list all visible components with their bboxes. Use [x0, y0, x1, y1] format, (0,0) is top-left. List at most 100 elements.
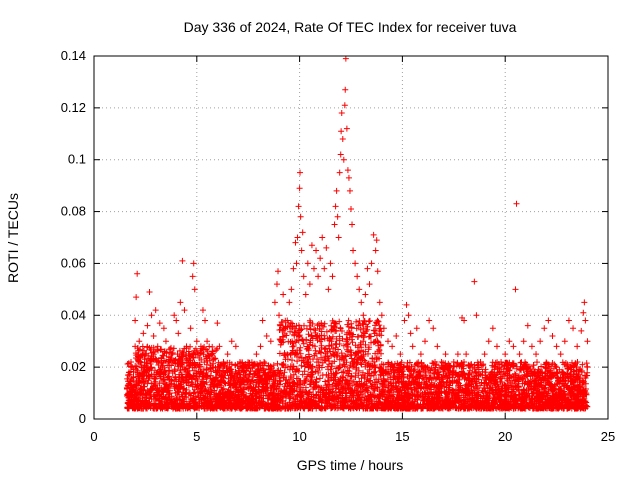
data-point	[179, 257, 186, 264]
data-point	[142, 351, 149, 358]
data-point	[533, 351, 540, 358]
data-point	[461, 317, 468, 324]
data-point	[187, 325, 194, 332]
data-point	[304, 260, 311, 267]
data-point	[524, 322, 531, 329]
data-point	[467, 364, 474, 371]
data-point	[271, 299, 278, 306]
data-point	[380, 325, 387, 332]
data-point	[370, 231, 377, 238]
data-point	[171, 312, 178, 319]
data-point	[275, 268, 282, 275]
plot-frame	[93, 55, 609, 420]
data-point	[485, 338, 492, 345]
data-point	[267, 338, 274, 345]
data-point	[125, 369, 132, 376]
data-point	[310, 265, 317, 272]
data-point	[565, 317, 572, 324]
data-point	[582, 317, 589, 324]
data-point	[323, 244, 330, 251]
data-point	[442, 351, 449, 358]
data-point	[349, 221, 356, 228]
data-point	[298, 247, 305, 254]
data-point	[580, 309, 587, 316]
data-point	[284, 317, 291, 324]
data-point	[346, 187, 353, 194]
data-point	[290, 265, 297, 272]
data-point	[344, 167, 351, 174]
data-point	[154, 343, 161, 350]
data-point	[403, 301, 410, 308]
data-point	[498, 358, 505, 365]
data-point	[146, 288, 153, 295]
data-point	[332, 203, 339, 210]
data-point	[263, 333, 270, 340]
data-point	[584, 364, 591, 371]
data-point	[352, 260, 359, 267]
data-point	[360, 312, 367, 319]
data-point	[313, 247, 320, 254]
data-point	[216, 343, 223, 350]
data-point	[405, 312, 412, 319]
data-point	[295, 203, 302, 210]
data-point	[354, 273, 361, 280]
data-point	[280, 291, 287, 298]
y-tick-label: 0.08	[61, 204, 86, 219]
data-point	[528, 343, 535, 350]
data-point	[481, 351, 488, 358]
data-point	[224, 351, 231, 358]
data-point	[537, 338, 544, 345]
dense-marker-cloud	[124, 317, 591, 412]
data-point	[417, 351, 424, 358]
data-point	[341, 102, 348, 109]
data-point	[189, 273, 196, 280]
data-point	[358, 299, 365, 306]
data-point	[331, 221, 338, 228]
y-tick-label: 0.04	[61, 307, 86, 322]
data-point	[348, 205, 354, 212]
y-tick-label: 0.12	[61, 100, 86, 115]
data-point	[372, 247, 379, 254]
data-point	[345, 174, 352, 181]
data-point	[446, 364, 453, 371]
data-point	[175, 330, 182, 337]
data-point	[333, 187, 340, 194]
data-point	[553, 343, 560, 350]
data-point	[185, 351, 192, 358]
data-point	[315, 273, 322, 280]
data-point	[463, 351, 470, 358]
data-point	[297, 169, 304, 176]
y-tick-label: 0.06	[61, 255, 86, 270]
data-point	[257, 343, 264, 350]
data-point	[512, 286, 519, 293]
data-point	[409, 343, 416, 350]
chart-title: Day 336 of 2024, Rate Of TEC Index for r…	[184, 19, 517, 35]
data-point	[138, 364, 145, 371]
data-point	[373, 237, 380, 244]
data-point	[342, 55, 349, 62]
data-point	[343, 125, 350, 132]
data-point	[173, 317, 180, 324]
data-point	[308, 242, 315, 249]
data-point	[210, 364, 217, 371]
data-point	[350, 247, 357, 254]
data-point	[232, 343, 239, 350]
data-point	[236, 358, 243, 365]
data-point	[378, 312, 385, 319]
data-point	[413, 325, 420, 332]
data-point	[393, 333, 400, 340]
data-point	[130, 377, 137, 384]
data-point	[356, 286, 363, 293]
data-point	[297, 213, 304, 220]
data-point	[190, 260, 197, 267]
y-tick-label: 0.1	[68, 152, 86, 167]
data-point	[368, 260, 375, 267]
data-point	[581, 299, 588, 306]
data-point	[177, 299, 184, 306]
x-axis-label: GPS time / hours	[297, 457, 404, 473]
data-point	[502, 351, 509, 358]
data-point	[376, 299, 383, 306]
data-point	[578, 327, 585, 334]
data-point	[510, 343, 517, 350]
